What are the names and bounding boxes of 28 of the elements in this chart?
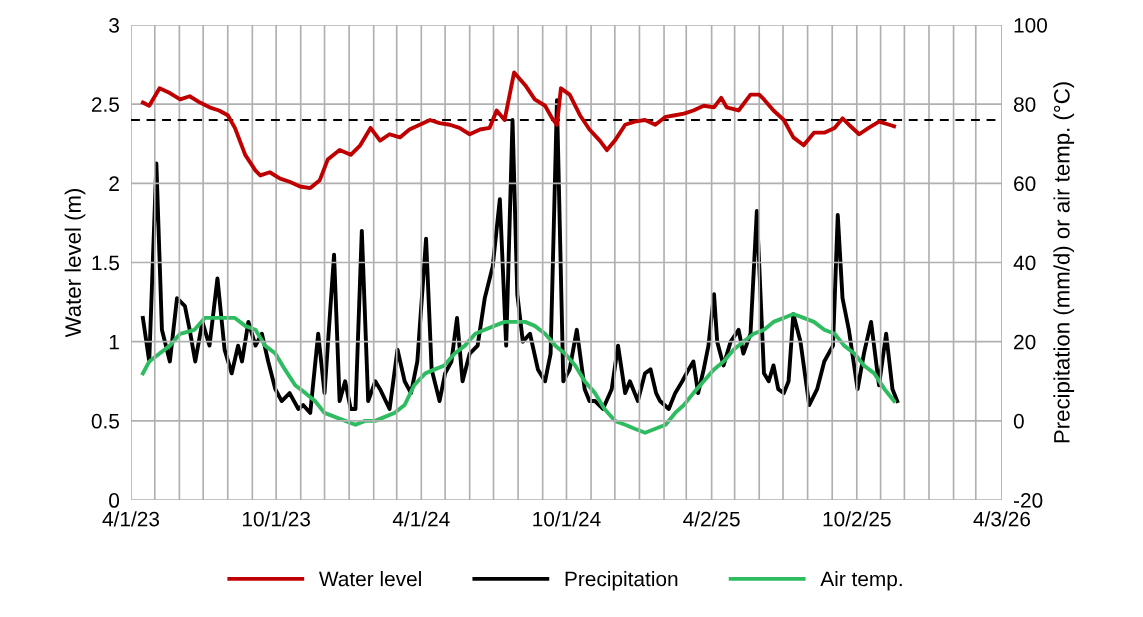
x-tick-label: 4/1/23 — [102, 511, 160, 527]
y-tick-label: 0.5 — [91, 413, 120, 429]
y2-tick-label: 0 — [1013, 413, 1024, 429]
y-axis-title: Water level (m) — [64, 188, 86, 338]
x-tick-label: 10/1/23 — [242, 511, 310, 527]
y-tick-label: 3 — [109, 17, 119, 33]
x-tick-label: 10/1/24 — [533, 511, 601, 527]
y2-tick-label: 20 — [1014, 334, 1036, 350]
x-tick-label: 4/3/26 — [973, 511, 1030, 527]
y-tick-label: 0 — [109, 493, 120, 508]
y2-axis-title: Precipitation (mm/d) or air temp. (°C) — [1053, 82, 1075, 443]
y2-tick-label: -20 — [1013, 493, 1043, 508]
x-tick-label: 4/1/24 — [392, 511, 450, 527]
y2-tick-label: 80 — [1013, 97, 1036, 112]
line-series — [140, 70, 897, 191]
y2-tick-label: 60 — [1014, 176, 1036, 192]
y-tick-label: 2 — [109, 176, 119, 191]
line-series — [140, 312, 897, 435]
y-tick-label: 1 — [109, 334, 119, 350]
x-tick-label: 10/2/25 — [823, 511, 891, 527]
y-tick-label: 2.5 — [91, 97, 120, 112]
legend-label: Air temp. — [820, 571, 902, 591]
x-tick-label: 4/2/25 — [683, 511, 740, 527]
y-tick-label: 1.5 — [92, 255, 120, 271]
legend-label: Water level — [318, 571, 421, 587]
legend-label: Precipitation — [565, 571, 678, 591]
y2-tick-label: 100 — [1014, 17, 1048, 33]
y2-tick-label: 40 — [1013, 255, 1036, 271]
